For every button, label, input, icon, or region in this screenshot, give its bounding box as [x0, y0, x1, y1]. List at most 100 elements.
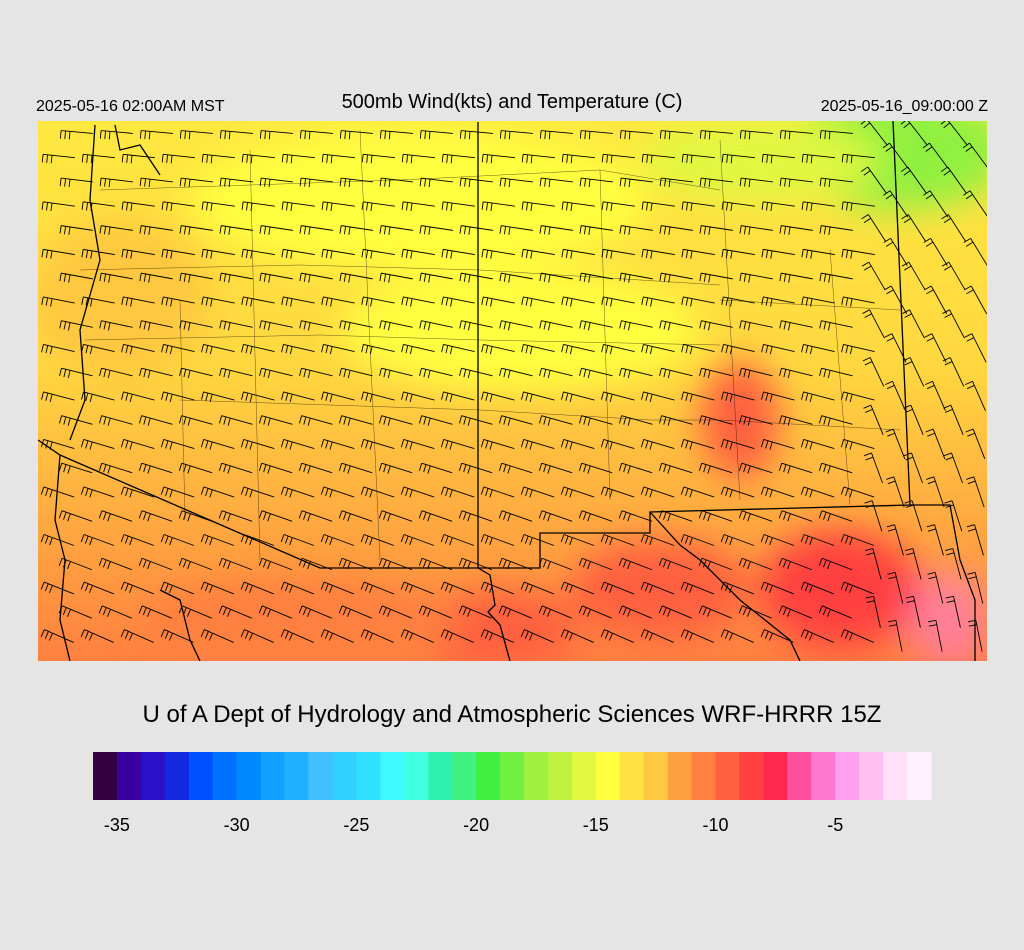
wind-barb: [280, 581, 315, 595]
wind-barb: [619, 177, 653, 188]
wind-barb: [498, 462, 533, 474]
wind-barb: [601, 343, 635, 355]
wind-barb: [905, 595, 921, 628]
wind-barb: [499, 130, 533, 140]
wind-barb: [219, 272, 253, 283]
wind-barb: [458, 557, 493, 571]
wind-barb: [241, 296, 275, 307]
wind-barb: [520, 581, 555, 595]
wind-barb: [98, 510, 133, 522]
wind-barb: [681, 296, 715, 307]
wind-barb: [600, 534, 635, 546]
wind-barb: [258, 557, 293, 571]
wind-barb: [441, 391, 475, 403]
wind-barb: [361, 153, 395, 164]
wind-barb: [520, 629, 554, 643]
wind-barb: [441, 343, 475, 355]
wind-barb: [884, 333, 907, 363]
wind-barb: [779, 367, 813, 379]
wind-barb: [579, 130, 613, 140]
wind-barb: [887, 572, 904, 604]
credit: U of A Dept of Hydrology and Atmospheric…: [143, 701, 882, 728]
wind-barb: [925, 428, 946, 460]
wind-barb: [619, 320, 653, 331]
wind-barb: [481, 296, 515, 307]
wind-barb: [418, 557, 453, 571]
wind-barb: [378, 462, 413, 474]
wind-barb: [441, 248, 475, 259]
wind-barb: [480, 534, 515, 546]
wind-barb: [539, 320, 573, 331]
wind-barb: [281, 201, 315, 212]
colorbar-tick-label: -35: [104, 815, 130, 835]
wind-barb: [699, 225, 733, 235]
wind-barb: [81, 153, 115, 164]
colorbar-swatch: [715, 752, 740, 800]
wind-barb: [480, 581, 515, 595]
wind-barb: [258, 415, 293, 426]
wind-barb: [419, 367, 453, 379]
wind-barb: [926, 524, 944, 556]
wind-barb: [860, 121, 888, 145]
wind-barb: [778, 557, 813, 571]
wind-barb: [219, 367, 253, 379]
wind-barb: [218, 415, 253, 426]
wind-barb: [883, 190, 909, 218]
wind-barb: [400, 534, 435, 546]
wind-barb: [601, 248, 635, 259]
wind-barb: [601, 153, 635, 164]
wind-barb: [601, 296, 635, 307]
wind-barb: [459, 225, 493, 235]
wind-barb: [818, 510, 853, 522]
wind-barb: [498, 557, 533, 571]
wind-barb: [738, 557, 773, 571]
wind-barb: [863, 404, 884, 435]
wind-barb: [218, 605, 252, 619]
wind-barb: [259, 367, 293, 379]
wind-barbs: [40, 121, 987, 652]
wind-barb: [967, 572, 984, 604]
wind-barb: [659, 177, 693, 188]
wind-barb: [240, 486, 275, 498]
wind-barb: [280, 439, 315, 450]
wind-barb: [641, 248, 675, 259]
wind-barb: [902, 309, 925, 339]
wind-barb: [201, 296, 235, 307]
wind-barb: [738, 462, 773, 474]
wind-barb: [800, 581, 835, 595]
wind-barb: [659, 320, 693, 331]
wind-barb: [401, 296, 435, 307]
wind-barb: [578, 462, 613, 474]
wind-barb: [361, 201, 395, 212]
colorbar-tick-label: -10: [703, 815, 729, 835]
wind-barb: [299, 225, 333, 235]
wind-barb: [941, 261, 966, 291]
colorbar-swatch: [595, 752, 621, 800]
wind-barb: [58, 462, 93, 474]
wind-barb: [320, 629, 354, 643]
wind-barb: [40, 486, 75, 498]
wind-barb: [840, 439, 875, 450]
wind-barb: [320, 439, 355, 450]
wind-barb: [863, 452, 883, 484]
wind-barb: [379, 272, 413, 283]
wind-barb: [98, 605, 132, 619]
colorbar-swatch: [691, 752, 717, 800]
wind-barb: [778, 462, 813, 474]
wind-barb: [481, 248, 515, 259]
wind-barb: [259, 225, 293, 235]
wind-barb: [901, 214, 927, 242]
wind-barb: [942, 357, 965, 387]
colorbar-swatch: [500, 752, 525, 800]
wind-barb: [99, 130, 133, 140]
wind-barb: [760, 629, 794, 643]
wind-barb: [498, 510, 533, 522]
wind-barb: [945, 548, 962, 580]
wind-barb: [161, 201, 195, 212]
wind-barb: [761, 248, 795, 259]
colorbar-swatch: [356, 752, 381, 800]
wind-barb: [521, 296, 555, 307]
wind-barb: [481, 153, 515, 164]
wind-barb: [963, 190, 987, 217]
wind-barb: [41, 391, 75, 403]
